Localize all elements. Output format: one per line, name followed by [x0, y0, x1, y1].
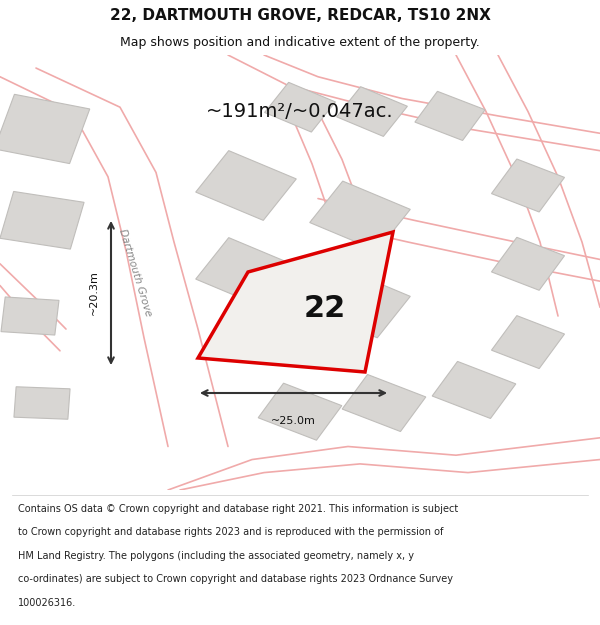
Polygon shape — [0, 191, 84, 249]
Text: 22: 22 — [304, 294, 346, 323]
Polygon shape — [0, 94, 90, 164]
Polygon shape — [310, 181, 410, 251]
Polygon shape — [1, 297, 59, 335]
Text: 100026316.: 100026316. — [18, 598, 76, 608]
Polygon shape — [337, 87, 407, 136]
Text: ~20.3m: ~20.3m — [89, 271, 99, 316]
Text: 22, DARTMOUTH GROVE, REDCAR, TS10 2NX: 22, DARTMOUTH GROVE, REDCAR, TS10 2NX — [110, 8, 490, 23]
Polygon shape — [491, 238, 565, 290]
Polygon shape — [415, 91, 485, 141]
Text: co-ordinates) are subject to Crown copyright and database rights 2023 Ordnance S: co-ordinates) are subject to Crown copyr… — [18, 574, 453, 584]
Text: to Crown copyright and database rights 2023 and is reproduced with the permissio: to Crown copyright and database rights 2… — [18, 527, 443, 537]
Polygon shape — [342, 374, 426, 431]
Text: HM Land Registry. The polygons (including the associated geometry, namely x, y: HM Land Registry. The polygons (includin… — [18, 551, 414, 561]
Polygon shape — [432, 361, 516, 419]
Polygon shape — [258, 383, 342, 440]
Text: ~191m²/~0.047ac.: ~191m²/~0.047ac. — [206, 102, 394, 121]
Text: Contains OS data © Crown copyright and database right 2021. This information is : Contains OS data © Crown copyright and d… — [18, 504, 458, 514]
Polygon shape — [14, 387, 70, 419]
Polygon shape — [265, 82, 335, 132]
Polygon shape — [198, 232, 393, 372]
Text: Dartmouth Grove: Dartmouth Grove — [117, 228, 153, 318]
Polygon shape — [491, 159, 565, 212]
Text: ~25.0m: ~25.0m — [271, 416, 316, 426]
Polygon shape — [491, 316, 565, 369]
Text: Map shows position and indicative extent of the property.: Map shows position and indicative extent… — [120, 36, 480, 49]
Polygon shape — [196, 151, 296, 221]
Polygon shape — [196, 238, 296, 308]
Polygon shape — [310, 268, 410, 338]
